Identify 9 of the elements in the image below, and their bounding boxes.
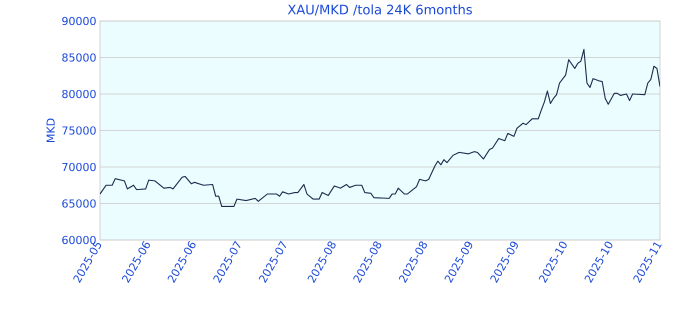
line-series (100, 48, 660, 207)
y-axis-title: MKD (46, 118, 55, 142)
y-tick-label: 75000 (62, 126, 96, 135)
y-tick-label: 65000 (62, 199, 96, 208)
chart-title: XAU/MKD /tola 24K 6months (288, 4, 472, 16)
y-tick-label: 70000 (62, 162, 96, 172)
y-tick-label: 85000 (62, 53, 96, 62)
y-tick-label: 80000 (62, 90, 96, 98)
y-tick-label: 90000 (62, 16, 96, 26)
